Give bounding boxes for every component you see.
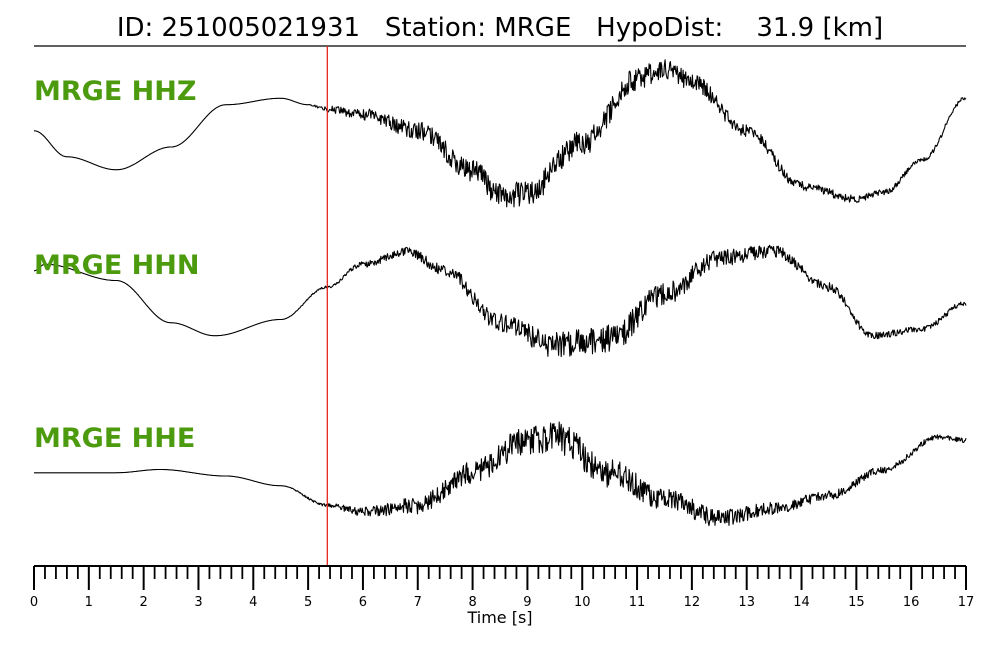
trace-label-hhz: MRGE HHZ (34, 76, 196, 107)
x-tick-label: 14 (793, 595, 810, 610)
trace-label-group: MRGE HHZ MRGE HHN MRGE HHE (34, 76, 199, 454)
x-axis-label: Time [s] (466, 608, 532, 627)
x-tick-label: 7 (414, 595, 422, 610)
x-tick-label: 5 (304, 595, 312, 610)
x-tick-label: 8 (468, 595, 476, 610)
trace-label-hhe: MRGE HHE (34, 423, 195, 454)
x-tick-label: 4 (249, 595, 257, 610)
x-tick-label: 11 (629, 595, 646, 610)
x-tick-label: 2 (140, 595, 148, 610)
x-tick-label: 3 (194, 595, 202, 610)
x-tick-label: 9 (523, 595, 531, 610)
x-tick-label: 17 (958, 595, 975, 610)
waveform-trace-hhn (33, 244, 967, 358)
x-tick-label: 12 (684, 595, 701, 610)
waveform-trace-hhz (34, 59, 967, 208)
x-tick-label: 15 (848, 595, 865, 610)
x-tick-label: 6 (359, 595, 367, 610)
time-axis: 0 1 2 3 4 5 6 7 8 9 10 11 12 13 14 15 16 17 (30, 565, 975, 610)
waveform-trace-hhe (34, 421, 967, 527)
x-tick-label: 10 (574, 595, 591, 610)
x-tick-label: 16 (903, 595, 920, 610)
x-tick-label: 0 (30, 595, 38, 610)
trace-group (33, 59, 967, 527)
x-tick-label: 13 (738, 595, 755, 610)
x-tick-label: 1 (85, 595, 93, 610)
chart-title: ID: 251005021931 Station: MRGE HypoDist:… (117, 13, 883, 43)
trace-label-hhn: MRGE HHN (34, 250, 199, 281)
